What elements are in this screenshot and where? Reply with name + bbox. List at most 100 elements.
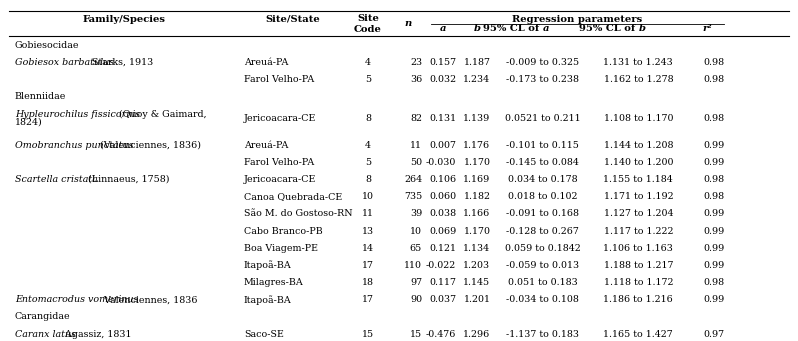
Text: 0.037: 0.037 — [429, 295, 456, 304]
Text: Canoa Quebrada-CE: Canoa Quebrada-CE — [244, 192, 342, 201]
Text: Carangidae: Carangidae — [15, 312, 70, 322]
Text: São M. do Gostoso-RN: São M. do Gostoso-RN — [244, 209, 353, 218]
Text: -0.034 to 0.108: -0.034 to 0.108 — [507, 295, 579, 304]
Text: 1.162 to 1.278: 1.162 to 1.278 — [603, 75, 674, 84]
Text: 17: 17 — [362, 261, 374, 270]
Text: b: b — [473, 24, 480, 33]
Text: 0.99: 0.99 — [703, 209, 725, 218]
Text: Gobiesox barbatulus: Gobiesox barbatulus — [15, 58, 114, 67]
Text: 11: 11 — [410, 140, 422, 150]
Text: 0.051 to 0.183: 0.051 to 0.183 — [508, 278, 578, 287]
Text: 50: 50 — [410, 158, 422, 167]
Text: Scartella cristata: Scartella cristata — [15, 175, 98, 184]
Text: 82: 82 — [410, 115, 422, 123]
Text: 36: 36 — [410, 75, 422, 84]
Text: n: n — [404, 19, 412, 28]
Text: 1.201: 1.201 — [464, 295, 491, 304]
Text: 65: 65 — [410, 244, 422, 253]
Text: 0.99: 0.99 — [703, 158, 725, 167]
Text: Starks, 1913: Starks, 1913 — [89, 58, 153, 67]
Text: 1.170: 1.170 — [464, 158, 491, 167]
Text: 1.186 to 1.216: 1.186 to 1.216 — [603, 295, 674, 304]
Text: 0.98: 0.98 — [703, 192, 725, 201]
Text: Areuá-PA: Areuá-PA — [244, 58, 288, 67]
Text: b: b — [638, 24, 646, 33]
Text: 1.106 to 1.163: 1.106 to 1.163 — [603, 244, 674, 253]
Text: 13: 13 — [362, 226, 374, 236]
Text: (Quoy & Gaimard,: (Quoy & Gaimard, — [117, 109, 207, 119]
Text: 1.108 to 1.170: 1.108 to 1.170 — [603, 115, 673, 123]
Text: 23: 23 — [410, 58, 422, 67]
Text: 15: 15 — [362, 330, 374, 339]
Text: 1.140 to 1.200: 1.140 to 1.200 — [603, 158, 673, 167]
Text: 0.059 to 0.1842: 0.059 to 0.1842 — [505, 244, 581, 253]
Text: Itapoã-BA: Itapoã-BA — [244, 261, 292, 270]
Text: Jericoacara-CE: Jericoacara-CE — [244, 175, 316, 184]
Text: Omobranchus punctatus: Omobranchus punctatus — [15, 140, 133, 150]
Text: Farol Velho-PA: Farol Velho-PA — [244, 75, 314, 84]
Text: 735: 735 — [404, 192, 422, 201]
Text: 1824): 1824) — [15, 118, 42, 127]
Text: 0.060: 0.060 — [429, 192, 456, 201]
Text: Hypleurochilus fissicornis: Hypleurochilus fissicornis — [15, 109, 140, 119]
Text: 0.018 to 0.102: 0.018 to 0.102 — [508, 192, 578, 201]
Text: 0.069: 0.069 — [429, 226, 456, 236]
Text: 1.131 to 1.243: 1.131 to 1.243 — [603, 58, 674, 67]
Text: 0.034 to 0.178: 0.034 to 0.178 — [508, 175, 578, 184]
Text: (Linnaeus, 1758): (Linnaeus, 1758) — [85, 175, 169, 184]
Text: -1.137 to 0.183: -1.137 to 0.183 — [507, 330, 579, 339]
Text: 95% CL of: 95% CL of — [579, 24, 638, 33]
Text: 1.134: 1.134 — [464, 244, 491, 253]
Text: 0.99: 0.99 — [703, 244, 725, 253]
Text: Valenciennes, 1836: Valenciennes, 1836 — [101, 295, 197, 304]
Text: 1.170: 1.170 — [464, 226, 491, 236]
Text: 4: 4 — [365, 58, 371, 67]
Text: 1.165 to 1.427: 1.165 to 1.427 — [603, 330, 674, 339]
Text: 5: 5 — [365, 75, 371, 84]
Text: 0.98: 0.98 — [703, 278, 725, 287]
Text: 14: 14 — [362, 244, 374, 253]
Text: 0.99: 0.99 — [703, 261, 725, 270]
Text: Family/Species: Family/Species — [83, 15, 166, 24]
Text: 0.98: 0.98 — [703, 58, 725, 67]
Text: a: a — [440, 24, 446, 33]
Text: 1.171 to 1.192: 1.171 to 1.192 — [603, 192, 674, 201]
Text: 1.118 to 1.172: 1.118 to 1.172 — [603, 278, 673, 287]
Text: Gobiesocidae: Gobiesocidae — [15, 41, 80, 50]
Text: 0.157: 0.157 — [429, 58, 456, 67]
Text: 0.0521 to 0.211: 0.0521 to 0.211 — [505, 115, 581, 123]
Text: 0.131: 0.131 — [429, 115, 456, 123]
Text: 1.144 to 1.208: 1.144 to 1.208 — [603, 140, 673, 150]
Text: 0.99: 0.99 — [703, 226, 725, 236]
Text: 10: 10 — [362, 192, 374, 201]
Text: 1.234: 1.234 — [464, 75, 491, 84]
Text: 90: 90 — [410, 295, 422, 304]
Text: Jericoacara-CE: Jericoacara-CE — [244, 115, 316, 123]
Text: Boa Viagem-PE: Boa Viagem-PE — [244, 244, 318, 253]
Text: -0.030: -0.030 — [426, 158, 456, 167]
Text: 0.106: 0.106 — [429, 175, 456, 184]
Text: 8: 8 — [365, 115, 371, 123]
Text: Saco-SE: Saco-SE — [244, 330, 284, 339]
Text: 18: 18 — [362, 278, 374, 287]
Text: 1.166: 1.166 — [463, 209, 491, 218]
Text: r²: r² — [702, 24, 712, 33]
Text: 95% CL of: 95% CL of — [483, 24, 543, 33]
Text: 11: 11 — [362, 209, 374, 218]
Text: Site/State: Site/State — [265, 15, 320, 24]
Text: 0.98: 0.98 — [703, 75, 725, 84]
Text: 39: 39 — [410, 209, 422, 218]
Text: 17: 17 — [362, 295, 374, 304]
Text: 5: 5 — [365, 158, 371, 167]
Text: Entomacrodus vomerinus: Entomacrodus vomerinus — [15, 295, 138, 304]
Text: 1.188 to 1.217: 1.188 to 1.217 — [603, 261, 673, 270]
Text: Milagres-BA: Milagres-BA — [244, 278, 304, 287]
Text: a: a — [543, 24, 550, 33]
Text: 0.117: 0.117 — [429, 278, 456, 287]
Text: 0.97: 0.97 — [703, 330, 725, 339]
Text: Areuá-PA: Areuá-PA — [244, 140, 288, 150]
Text: 264: 264 — [404, 175, 422, 184]
Text: -0.173 to 0.238: -0.173 to 0.238 — [507, 75, 579, 84]
Text: Site
Code: Site Code — [354, 14, 382, 34]
Text: Farol Velho-PA: Farol Velho-PA — [244, 158, 314, 167]
